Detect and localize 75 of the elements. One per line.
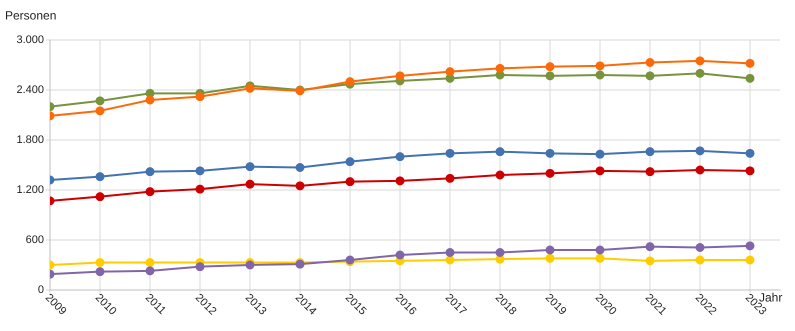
- y-tick-label: 1.200: [16, 184, 44, 196]
- point: [146, 167, 154, 176]
- point: [496, 170, 504, 180]
- point: [446, 174, 454, 183]
- y-tick-label: 600: [26, 234, 44, 246]
- point: [696, 56, 704, 66]
- point: [446, 248, 454, 257]
- point: [346, 77, 354, 86]
- point: [746, 148, 754, 158]
- point: [396, 176, 404, 186]
- point: [496, 64, 504, 73]
- point: [446, 67, 454, 76]
- point: [396, 250, 404, 260]
- point: [696, 243, 704, 252]
- point: [696, 68, 704, 78]
- point: [646, 256, 654, 266]
- point: [96, 172, 104, 182]
- point: [96, 258, 104, 267]
- point: [646, 147, 654, 156]
- y-axis-title: Personen: [5, 8, 56, 22]
- point: [296, 163, 304, 172]
- point: [646, 71, 654, 80]
- point: [596, 246, 604, 254]
- point: [546, 62, 554, 72]
- point: [596, 254, 604, 263]
- point: [146, 187, 154, 196]
- point: [696, 166, 704, 174]
- point: [596, 70, 604, 80]
- point: [596, 150, 604, 159]
- point: [746, 166, 754, 176]
- point: [596, 166, 604, 176]
- point: [746, 74, 754, 83]
- point: [596, 61, 604, 70]
- point: [546, 168, 554, 178]
- point: [146, 266, 154, 276]
- point: [146, 96, 154, 104]
- point: [446, 148, 454, 158]
- y-tick-label: 2.400: [16, 84, 44, 96]
- point: [646, 167, 654, 176]
- point: [96, 96, 104, 106]
- y-tick-label: 1.800: [16, 134, 44, 146]
- point: [446, 256, 454, 264]
- point: [396, 71, 404, 80]
- point: [496, 70, 504, 80]
- point: [296, 181, 304, 190]
- point: [546, 71, 554, 80]
- y-tick-label: 0: [38, 284, 44, 296]
- point: [746, 256, 754, 264]
- point: [246, 84, 254, 93]
- point: [646, 242, 654, 252]
- point: [96, 267, 104, 276]
- point: [496, 248, 504, 257]
- point: [196, 184, 204, 194]
- point: [546, 254, 554, 263]
- point: [96, 192, 104, 202]
- point: [246, 180, 254, 189]
- point: [196, 92, 204, 102]
- point: [746, 241, 754, 250]
- point: [196, 262, 204, 272]
- point: [96, 106, 104, 116]
- point: [246, 162, 254, 172]
- point: [696, 146, 704, 156]
- point: [196, 166, 204, 176]
- point: [246, 260, 254, 270]
- point: [346, 177, 354, 186]
- point: [396, 152, 404, 162]
- point: [346, 157, 354, 166]
- point: [746, 58, 754, 68]
- point: [546, 246, 554, 254]
- point: [496, 147, 504, 156]
- point: [146, 258, 154, 267]
- y-tick-label: 3.000: [16, 34, 44, 46]
- point: [696, 256, 704, 264]
- point: [546, 148, 554, 158]
- point: [646, 58, 654, 67]
